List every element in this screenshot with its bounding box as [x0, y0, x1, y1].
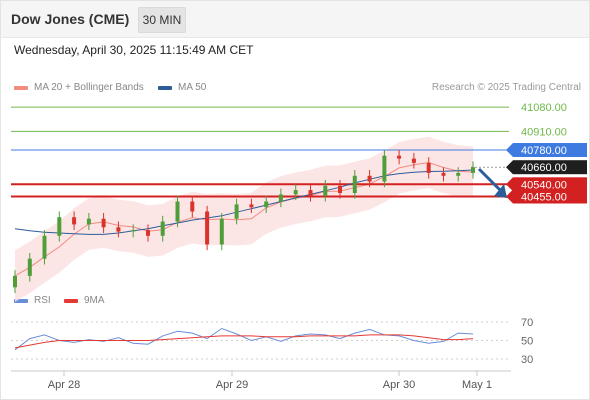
candle-body [72, 217, 77, 225]
candle-body [426, 162, 431, 173]
ma20-line [14, 161, 474, 277]
ma20-swatch [14, 85, 28, 90]
candle-body [323, 185, 328, 196]
rsi-tick-label: 30 [521, 354, 533, 366]
forecast-arrow-shaft [477, 167, 503, 193]
level-tag-bg [513, 177, 587, 192]
level-tag-label: 40780.00 [521, 145, 567, 157]
rsi-swatch [14, 298, 28, 303]
time-axis: Apr 28 Apr 29 Apr 30 May 1 [11, 370, 511, 391]
legend-ma50: MA 50 [158, 82, 206, 93]
candle-body [471, 167, 475, 173]
rsi-9ma-line [14, 334, 474, 349]
time-tick-label: Apr 30 [383, 379, 415, 391]
candle-body [397, 155, 402, 159]
candle-body [249, 204, 254, 208]
bollinger-band [14, 136, 474, 302]
candle-body [219, 218, 224, 245]
candle-body [146, 230, 150, 236]
rsi-panel: 70 50 30 [11, 317, 533, 366]
credit-text: Research © 2025 Trading Central [431, 82, 581, 93]
level-tag-pointer [506, 189, 513, 204]
level-tag-bg [513, 189, 587, 204]
price-levels [11, 106, 509, 198]
candlesticks [13, 150, 475, 294]
candle-body [441, 172, 446, 176]
time-tick-label: Apr 29 [216, 379, 248, 391]
candle-body [411, 158, 416, 163]
candle-body [456, 172, 461, 176]
level-tag-bg [513, 143, 587, 157]
legend-ma20-label: MA 20 + Bollinger Bands [34, 82, 144, 93]
candle-body [338, 185, 342, 193]
legend-rsi-label: RSI [34, 295, 51, 306]
forecast-arrow-head [494, 184, 507, 198]
legend-ma50-label: MA 50 [178, 82, 207, 93]
level-tag-bg [513, 160, 587, 175]
candle-body [42, 235, 47, 259]
ma50-swatch [158, 85, 172, 90]
level-tag-label: 40910.00 [521, 126, 567, 138]
candle-body [308, 190, 313, 196]
ma50-line [14, 169, 474, 235]
legend-9ma-label: 9MA [84, 295, 105, 306]
rsi-line [14, 327, 474, 351]
candle-body [116, 227, 121, 232]
candle-body [293, 190, 298, 195]
candle-body [190, 201, 195, 212]
level-tag-pointer [506, 177, 513, 192]
level-tag-pointer [506, 160, 513, 175]
timestamp: Wednesday, April 30, 2025 11:15:49 AM CE… [14, 43, 254, 57]
ma9-swatch [64, 298, 78, 303]
level-tag-pointer [506, 143, 513, 157]
candle-body [57, 217, 62, 236]
candle-body [234, 204, 239, 219]
candle-body [13, 275, 17, 288]
rsi-tick-label: 70 [521, 317, 533, 329]
candle-body [205, 211, 210, 245]
level-tag-label: 40540.00 [521, 179, 567, 191]
time-tick-label: May 1 [462, 379, 492, 391]
price-level-tags: 41080.00 40910.00 40780.00 40660.00 40540.00… [506, 102, 587, 204]
instrument-title: Dow Jones (CME) [11, 11, 130, 27]
time-tick-label: Apr 28 [48, 379, 80, 391]
candle-body [101, 218, 106, 228]
legend-rsi: RSI [14, 295, 51, 306]
timeframe-button[interactable]: 30 MIN [138, 7, 186, 33]
candle-body [160, 221, 165, 236]
candle-body [367, 175, 372, 182]
legend-ma20-bb: MA 20 + Bollinger Bands [14, 82, 144, 93]
candle-body [27, 258, 32, 276]
candle-body [175, 201, 180, 222]
forecast-arrow [477, 167, 507, 198]
candle-body [264, 201, 269, 208]
candle-body [278, 194, 283, 202]
level-tag-label: 40455.00 [521, 192, 567, 204]
rsi-tick-label: 50 [521, 336, 533, 348]
header-bar: Dow Jones (CME) 30 MIN [1, 1, 589, 38]
level-tag-label: 41080.00 [521, 102, 567, 114]
candle-body [86, 218, 91, 225]
legend-9ma: 9MA [64, 295, 105, 306]
candle-body [352, 175, 357, 193]
candle-body [382, 155, 387, 182]
level-tag-label: 40660.00 [521, 162, 567, 174]
candle-body [131, 230, 136, 232]
moving-averages [14, 169, 474, 235]
